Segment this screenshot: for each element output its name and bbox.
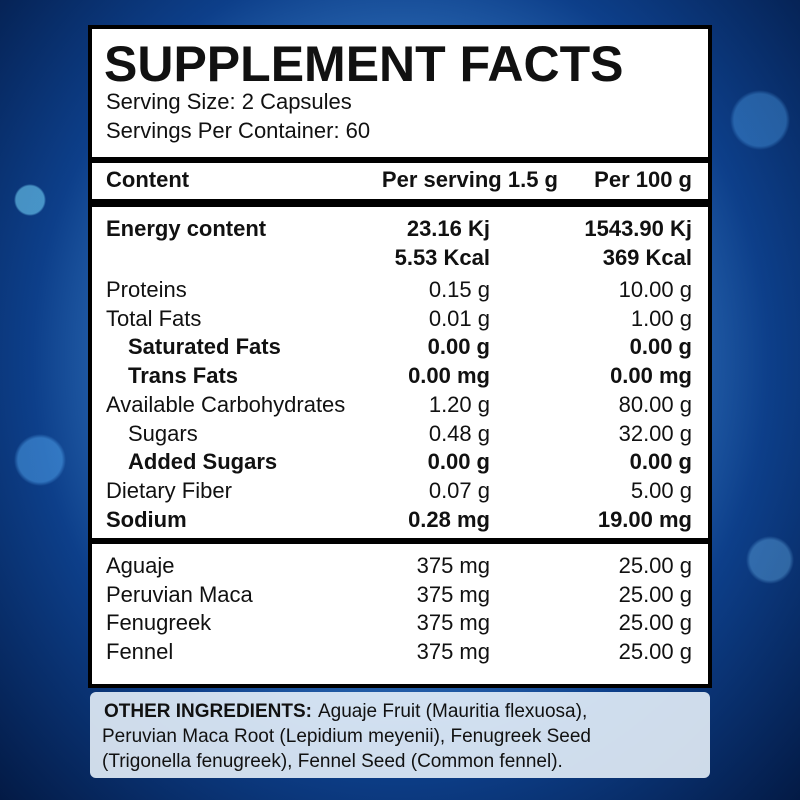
nutrient-label: Available Carbohydrates (106, 391, 346, 417)
other-ingredients-text: Peruvian Maca Root (Lepidium meyenii), F… (102, 726, 591, 747)
facts-panel (88, 25, 712, 688)
nutrient-per-100g: 10.00 g (618, 277, 692, 302)
nutrient-per-serving: 0.15 g (428, 277, 490, 302)
nutrient-per-serving: 0.00 g (427, 334, 490, 360)
ingredient-per-100g: 25.00 g (618, 553, 692, 578)
energy-value: 1543.90 Kj (584, 216, 692, 241)
nutrient-per-100g: 0.00 mg (610, 363, 692, 389)
divider (88, 538, 712, 544)
energy-value: 23.16 Kj (406, 216, 490, 241)
nutrient-per-serving: 0.00 g (427, 449, 490, 475)
ingredient-per-serving: 375 mg (416, 553, 490, 578)
energy-value: 369 Kcal (602, 245, 692, 270)
nutrient-per-100g: 19.00 mg (597, 506, 692, 532)
nutrient-per-serving: 0.28 mg (408, 506, 490, 532)
nutrient-label: Trans Fats (128, 363, 239, 389)
ingredient-per-serving: 375 mg (416, 581, 490, 607)
ingredient-per-100g: 25.00 g (618, 639, 692, 665)
servings-per-container: Servings Per Container: 60 (106, 118, 371, 143)
nutrient-label: Total Fats (106, 305, 202, 331)
nutrient-per-100g: 0.00 g (629, 449, 692, 475)
energy-value: 5.53 Kcal (394, 245, 490, 270)
ingredient-label: Peruvian Maca (106, 581, 253, 607)
nutrient-per-serving: 0.48 g (428, 420, 490, 446)
energy-label: Energy content (106, 216, 267, 241)
other-ingredients-text: (Trigonella fenugreek), Fennel Seed (Com… (102, 751, 563, 772)
ingredient-per-100g: 25.00 g (618, 610, 692, 636)
nutrient-per-serving: 1.20 g (428, 391, 490, 417)
ingredient-label: Fennel (106, 639, 174, 665)
nutrient-label: Saturated Fats (128, 334, 281, 360)
divider (88, 199, 712, 207)
nutrient-per-100g: 80.00 g (618, 391, 692, 417)
other-ingredients-label: OTHER INGREDIENTS: (104, 701, 312, 722)
other-ingredients-backdrop (90, 692, 710, 778)
nutrient-label: Added Sugars (128, 449, 278, 475)
divider (88, 157, 712, 163)
nutrient-per-serving: 0.00 mg (408, 363, 490, 389)
nutrient-label: Proteins (106, 277, 187, 302)
ingredient-per-100g: 25.00 g (618, 581, 692, 607)
title: SUPPLEMENT FACTS (104, 36, 624, 92)
other-ingredients-text: Aguaje Fruit (Mauritia flexuosa), (317, 701, 588, 722)
nutrient-per-serving: 0.07 g (428, 477, 490, 503)
nutrient-per-serving: 0.01 g (428, 305, 490, 331)
ingredient-per-serving: 375 mg (416, 610, 490, 636)
nutrient-label: Dietary Fiber (106, 477, 232, 503)
nutrient-per-100g: 5.00 g (630, 477, 692, 503)
ingredient-label: Fenugreek (106, 610, 212, 636)
nutrient-per-100g: 32.00 g (618, 420, 692, 446)
column-header: Per 100 g (594, 167, 692, 192)
nutrient-label: Sodium (106, 506, 187, 532)
column-header: Per serving 1.5 g (381, 167, 558, 192)
serving-size: Serving Size: 2 Capsules (106, 89, 352, 114)
nutrient-label: Sugars (128, 420, 198, 446)
ingredient-per-serving: 375 mg (416, 639, 490, 665)
nutrient-per-100g: 1.00 g (630, 305, 692, 331)
column-header: Content (106, 167, 190, 192)
ingredient-label: Aguaje (106, 553, 175, 578)
nutrient-per-100g: 0.00 g (629, 334, 692, 360)
